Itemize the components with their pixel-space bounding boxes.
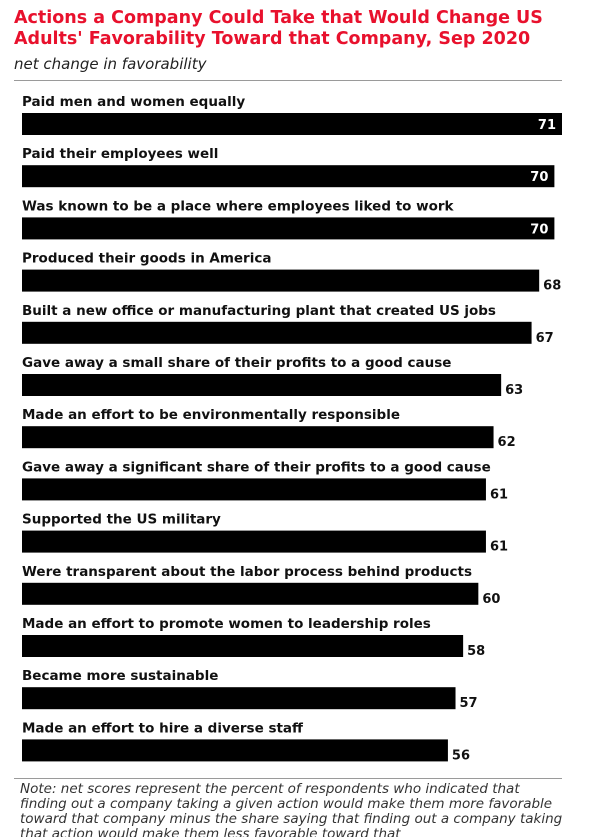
value-label: 68 [543,279,561,294]
category-label: Was known to be a place where employees … [22,198,455,214]
bar [22,374,502,396]
category-label: Built a new office or manufacturing plan… [22,303,496,319]
bar [22,582,479,605]
category-label: Made an effort to hire a diverse staff [22,720,304,736]
bar [22,426,494,449]
category-label: Supported the US military [22,512,221,528]
bar [22,269,540,292]
value-label: 60 [482,592,500,607]
bar [22,321,532,344]
category-label: Made an effort to promote women to leade… [22,616,431,632]
chart-subtitle: net change in favorability [14,55,207,73]
chart-note: Note: net scores represent the percent o… [20,782,563,837]
value-label: 58 [467,644,485,659]
value-label: 70 [530,222,548,237]
category-label: Paid men and women equally [22,94,245,110]
bar [22,478,486,501]
value-label: 63 [505,383,523,398]
category-label: Produced their goods in America [22,251,271,267]
bar [22,113,562,135]
value-label: 67 [536,331,554,346]
value-label: 70 [530,170,548,185]
category-label: Made an effort to be environmentally res… [22,407,400,423]
value-label: 71 [538,118,556,133]
bar [22,165,555,188]
value-label: 61 [490,540,508,555]
category-label: Paid their employees well [22,146,218,162]
top-divider [14,80,562,81]
bar [22,530,486,553]
category-label: Were transparent about the labor process… [22,564,472,580]
value-label: 62 [498,435,516,450]
bar-chart: Paid men and women equally 71 Paid their e… [22,94,562,763]
value-label: 56 [452,748,470,763]
bar [22,739,448,762]
category-label: Became more sustainable [22,668,218,684]
bottom-divider [14,778,562,779]
category-label: Gave away a small share of their profits… [22,355,451,371]
bar [22,217,555,240]
bar [22,687,456,710]
category-label: Gave away a significant share of their p… [22,459,491,475]
value-label: 61 [490,487,508,502]
bar [22,635,464,657]
value-label: 57 [460,696,478,711]
chart-title: Actions a Company Could Take that Would … [14,8,543,49]
chart-frame: Actions a Company Could Take that Would … [12,6,578,837]
